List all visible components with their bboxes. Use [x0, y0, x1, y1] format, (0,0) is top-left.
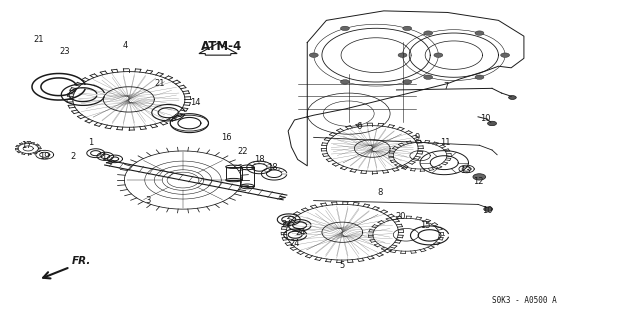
Text: 13: 13 — [460, 166, 470, 175]
Text: 17: 17 — [22, 141, 32, 150]
Text: 14: 14 — [191, 98, 201, 107]
Text: 18: 18 — [254, 155, 265, 164]
Text: 1: 1 — [88, 137, 93, 147]
Circle shape — [424, 75, 433, 79]
Text: 23: 23 — [60, 48, 70, 56]
Text: 24: 24 — [282, 220, 292, 229]
Text: FR.: FR. — [72, 256, 91, 266]
Circle shape — [403, 26, 412, 31]
Circle shape — [340, 80, 349, 84]
Text: 24: 24 — [296, 228, 306, 237]
Circle shape — [434, 53, 443, 57]
Bar — [226, 167, 242, 180]
Text: 21: 21 — [154, 79, 164, 88]
Text: 21: 21 — [33, 35, 44, 44]
Circle shape — [309, 53, 318, 57]
Circle shape — [509, 96, 516, 100]
Text: 20: 20 — [396, 212, 406, 221]
Bar — [241, 167, 254, 186]
Text: 10: 10 — [482, 206, 492, 215]
Text: 11: 11 — [440, 137, 451, 147]
Text: 6: 6 — [357, 122, 362, 131]
Text: 7: 7 — [443, 82, 448, 91]
Text: 9: 9 — [414, 133, 419, 142]
Text: 19: 19 — [40, 152, 50, 161]
Text: 22: 22 — [237, 147, 248, 156]
Text: 10: 10 — [481, 114, 491, 123]
Circle shape — [340, 26, 349, 31]
Text: 3: 3 — [145, 196, 150, 205]
Circle shape — [500, 53, 509, 57]
Text: 4: 4 — [123, 41, 128, 50]
Text: ATM-4: ATM-4 — [200, 40, 242, 53]
Text: 5: 5 — [340, 261, 345, 270]
Circle shape — [475, 75, 484, 79]
Circle shape — [484, 207, 493, 211]
Text: 24: 24 — [289, 239, 300, 248]
Circle shape — [473, 174, 486, 180]
Circle shape — [424, 31, 433, 35]
Circle shape — [488, 121, 497, 126]
Text: 8: 8 — [378, 188, 383, 197]
Text: 16: 16 — [221, 133, 232, 142]
Circle shape — [398, 53, 407, 57]
Circle shape — [403, 80, 412, 84]
Text: 2: 2 — [70, 152, 76, 161]
Circle shape — [475, 31, 484, 35]
Text: 1: 1 — [100, 153, 106, 162]
Text: 18: 18 — [267, 163, 278, 172]
Text: S0K3 - A0500 A: S0K3 - A0500 A — [492, 296, 556, 305]
Text: 15: 15 — [420, 221, 430, 230]
Text: 12: 12 — [473, 177, 483, 186]
